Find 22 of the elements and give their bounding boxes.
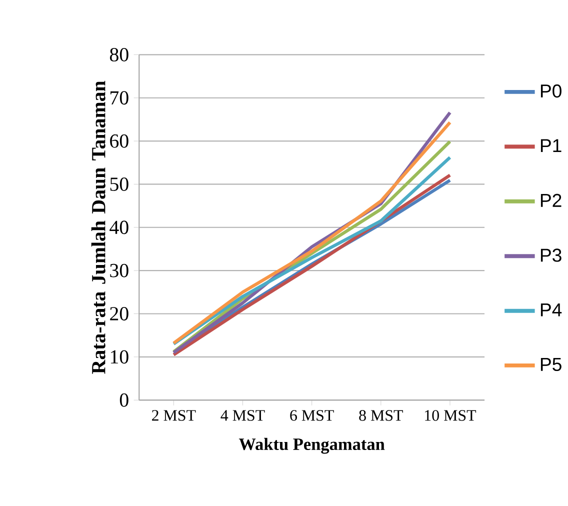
- x-tick-label: 6 MST: [290, 410, 334, 421]
- y-tick-label: 40: [110, 220, 128, 234]
- x-tick-label: 4 MST: [220, 410, 265, 421]
- legend-label: P3: [540, 248, 562, 262]
- x-axis-title: Waktu Pengamatan: [238, 438, 385, 454]
- legend-label: P0: [540, 84, 562, 98]
- y-tick-label: 0: [120, 394, 128, 407]
- y-tick-label: 30: [110, 264, 128, 278]
- y-tick-label: 10: [110, 350, 128, 364]
- x-tick-label: 2 MST: [152, 410, 196, 421]
- x-tick-label: 10 MST: [425, 410, 476, 422]
- legend-label: P2: [540, 194, 562, 208]
- legend-label: P1: [540, 139, 562, 152]
- y-tick-label: 20: [110, 307, 128, 321]
- y-tick-label: 80: [110, 48, 128, 62]
- y-axis-title: Rata-rata Jumlah Daun Tanaman: [91, 81, 106, 374]
- y-tick-label: 50: [110, 178, 128, 192]
- legend-label: P5: [540, 358, 562, 372]
- y-tick-label: 60: [110, 134, 128, 148]
- legend-label: P4: [540, 304, 562, 316]
- x-tick-label: 8 MST: [359, 410, 403, 422]
- y-tick-label: 70: [110, 91, 128, 105]
